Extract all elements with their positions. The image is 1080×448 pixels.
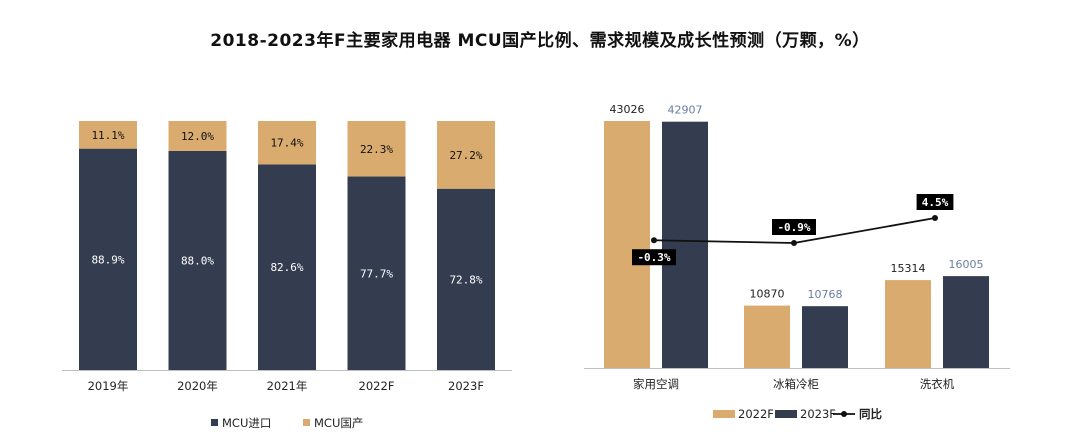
legend-swatch-2022f	[713, 410, 735, 418]
bar-import-2	[258, 164, 316, 370]
legend-swatch-yoy-dot	[841, 411, 847, 417]
yoy-label-box-1	[772, 219, 816, 235]
label-domestic-3: 22.3%	[360, 143, 393, 156]
chart-title: 2018-2023年F主要家用电器 MCU国产比例、需求规模及成长性预测（万颗，…	[210, 31, 870, 51]
x-tick-2: 2021年	[267, 379, 308, 393]
bar-2022f-2	[885, 280, 931, 368]
legend-label-2022f: 2022F	[738, 407, 774, 421]
x-tick-4: 2023F	[448, 379, 484, 393]
legend-swatch-import	[211, 419, 218, 426]
label-import-1: 88.0%	[181, 254, 214, 267]
bar-import-3	[347, 176, 406, 370]
label-domestic-4: 27.2%	[449, 149, 482, 162]
value-2023f-2: 16005	[949, 258, 984, 271]
yoy-label-2: 4.5%	[922, 196, 949, 209]
bar-domestic-4	[437, 121, 495, 189]
bar-import-0	[79, 148, 137, 370]
x-tick-right-1: 冰箱冷柜	[773, 377, 819, 391]
legend-label-2023f: 2023F	[800, 407, 836, 421]
bar-import-4	[437, 188, 495, 370]
x-tick-right-0: 家用空调	[633, 377, 679, 391]
value-2023f-1: 10768	[808, 288, 843, 301]
value-2023f-0: 42907	[668, 104, 703, 117]
x-tick-right-2: 洗衣机	[920, 377, 955, 391]
x-tick-1: 2020年	[177, 379, 218, 393]
legend-swatch-domestic	[303, 419, 310, 426]
legend-label-domestic: MCU国产	[314, 416, 363, 430]
bar-2022f-1	[744, 305, 790, 368]
bar-2023f-1	[802, 306, 848, 368]
bar-domestic-0	[79, 121, 137, 149]
label-import-4: 72.8%	[449, 273, 482, 286]
yoy-label-box-2	[916, 194, 954, 210]
bar-2022f-0	[604, 121, 650, 368]
bar-domestic-1	[168, 121, 227, 151]
label-import-0: 88.9%	[91, 253, 124, 266]
x-tick-3: 2022F	[359, 379, 395, 393]
value-2022f-1: 10870	[750, 288, 785, 301]
label-domestic-0: 11.1%	[91, 129, 124, 142]
legend-label-yoy: 同比	[859, 407, 882, 421]
bar-domestic-3	[347, 121, 406, 177]
legend-label-import: MCU进口	[222, 416, 271, 430]
bar-2023f-2	[943, 276, 989, 368]
yoy-label-box-0	[632, 249, 676, 266]
label-domestic-1: 12.0%	[181, 130, 214, 143]
label-import-2: 82.6%	[270, 261, 303, 274]
legend-swatch-2023f	[775, 410, 797, 418]
bar-import-1	[168, 150, 227, 370]
value-2022f-2: 15314	[891, 262, 926, 275]
label-import-3: 77.7%	[360, 267, 393, 280]
value-2022f-0: 43026	[610, 103, 645, 116]
bar-2023f-0	[662, 121, 708, 369]
yoy-label-0: -0.3%	[637, 251, 670, 264]
yoy-point-1	[791, 240, 797, 246]
yoy-point-0	[651, 237, 657, 244]
label-domestic-2: 17.4%	[270, 137, 303, 150]
yoy-label-1: -0.9%	[777, 221, 810, 234]
yoy-point-2	[932, 215, 938, 221]
x-tick-0: 2019年	[88, 379, 129, 393]
bar-domestic-2	[258, 121, 316, 165]
